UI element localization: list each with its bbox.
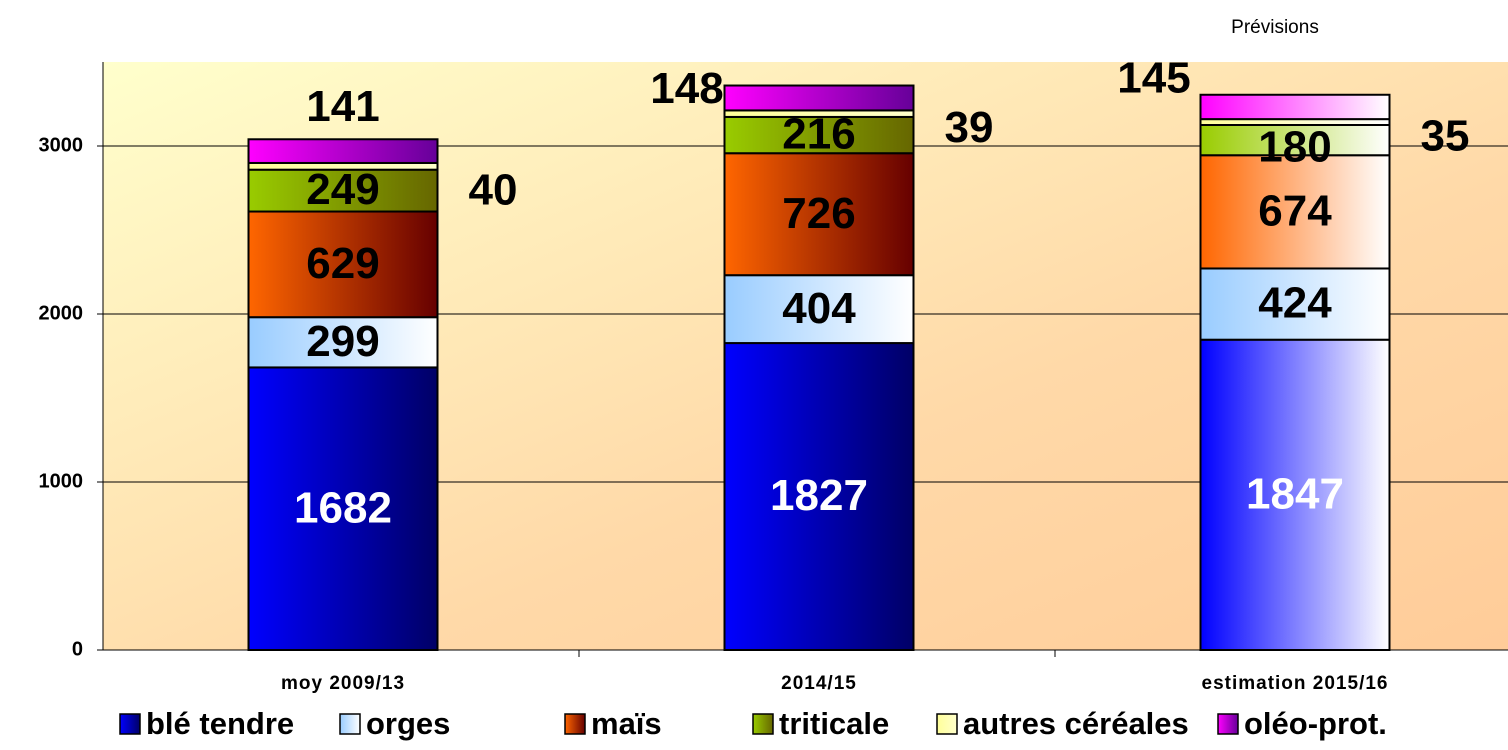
legend-label: oléo-prot. xyxy=(1244,706,1387,741)
value-label: 145 xyxy=(1117,53,1190,102)
value-label: 1682 xyxy=(294,483,392,532)
legend-label: maïs xyxy=(591,706,662,741)
x-tick-label: 2014/15 xyxy=(781,673,857,694)
y-tick-label: 2000 xyxy=(39,302,84,324)
value-label: 141 xyxy=(306,82,379,131)
legend-swatch xyxy=(119,713,141,735)
value-label: 424 xyxy=(1258,279,1332,328)
bar-segment xyxy=(723,84,915,112)
value-label: 148 xyxy=(650,64,723,113)
bar-segment xyxy=(1199,267,1391,341)
value-label: 180 xyxy=(1258,123,1331,172)
legend-label: triticale xyxy=(779,706,889,741)
annotation: Prévisions xyxy=(1231,17,1319,38)
value-label: 40 xyxy=(469,166,518,215)
legend-swatch xyxy=(752,713,774,735)
bar-segment xyxy=(723,274,915,345)
legend-label: orges xyxy=(366,706,450,741)
value-label: 249 xyxy=(306,165,379,214)
legend-label: autres céréales xyxy=(963,706,1189,741)
bar-segment xyxy=(247,366,439,651)
value-label: 726 xyxy=(782,189,855,238)
y-tick-label: 1000 xyxy=(39,470,84,492)
x-tick-label: estimation 2015/16 xyxy=(1202,673,1389,694)
bar-segment xyxy=(723,342,915,651)
bar-segment xyxy=(247,138,439,164)
value-label: 1847 xyxy=(1246,469,1344,518)
bar-segment xyxy=(247,316,439,369)
bar-segment xyxy=(247,210,439,319)
value-label: 299 xyxy=(306,317,379,366)
value-label: 404 xyxy=(782,284,856,333)
value-label: 35 xyxy=(1421,112,1470,161)
bar-segment xyxy=(1199,93,1391,121)
value-label: 629 xyxy=(306,239,379,288)
bar-segment xyxy=(1199,154,1391,270)
y-tick-label: 3000 xyxy=(39,134,84,156)
legend-swatch xyxy=(564,713,586,735)
bar-segment xyxy=(247,161,439,171)
legend-swatch xyxy=(1217,713,1239,735)
value-label: 1827 xyxy=(770,471,868,520)
bar-segment xyxy=(1199,338,1391,651)
value-label: 39 xyxy=(945,103,994,152)
legend-label: blé tendre xyxy=(146,706,294,741)
y-tick-label: 0 xyxy=(72,638,83,660)
value-label: 674 xyxy=(1258,186,1332,235)
bar-segment xyxy=(247,168,439,213)
bar-segment xyxy=(723,152,915,277)
x-tick-label: moy 2009/13 xyxy=(281,673,405,694)
legend-swatch xyxy=(339,713,361,735)
bar-segment xyxy=(723,115,915,155)
legend-swatch xyxy=(936,713,958,735)
